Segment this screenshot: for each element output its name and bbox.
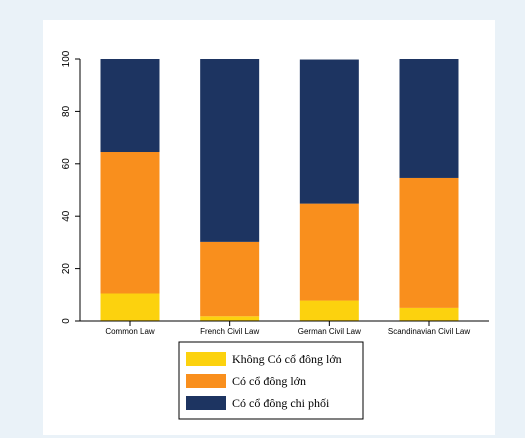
bar-segment-2-1 bbox=[100, 152, 160, 294]
bar-segment-2-3 bbox=[299, 203, 359, 301]
bar-segment-2-4 bbox=[399, 177, 459, 308]
y-tick-label: 80 bbox=[61, 105, 72, 117]
legend: Không Có cổ đông lớn Có cổ đông lớn Có cổ … bbox=[178, 341, 364, 420]
bar-segment-1-3 bbox=[299, 300, 359, 321]
x-axis: Common Law French Civil Law German Civil L… bbox=[80, 320, 489, 336]
x-tick-label: French Civil Law bbox=[200, 327, 259, 336]
legend-label-1: Không Có cổ đông lớn bbox=[232, 352, 342, 366]
bar-segment-1-4 bbox=[399, 307, 459, 321]
x-tick-label: Scandinavian Civil Law bbox=[388, 327, 470, 336]
legend-swatch-3 bbox=[186, 396, 226, 410]
bar-segment-2-2 bbox=[200, 241, 260, 317]
stacked-bar-chart: 0 20 40 60 80 100 Common Law French Civil Law G… bbox=[61, 50, 489, 420]
x-tick-label: Common Law bbox=[105, 327, 155, 336]
bar-segment-3-2 bbox=[200, 59, 260, 242]
x-tick-label: German Civil Law bbox=[298, 327, 361, 336]
y-tick-label: 20 bbox=[61, 263, 72, 275]
y-tick-label: 40 bbox=[61, 210, 72, 222]
y-tick-label: 0 bbox=[61, 318, 72, 324]
legend-swatch-1 bbox=[186, 352, 226, 366]
legend-label-3: Có cổ đông chi phối bbox=[232, 396, 330, 410]
bar-segment-1-2 bbox=[200, 316, 260, 321]
bar-segment-3-1 bbox=[100, 59, 160, 153]
bar-segment-3-3 bbox=[299, 59, 359, 204]
y-tick-label: 100 bbox=[61, 50, 72, 67]
y-tick-label: 60 bbox=[61, 158, 72, 170]
bars-group bbox=[100, 59, 459, 321]
bar-segment-1-1 bbox=[100, 293, 160, 321]
chart-frame: 0 20 40 60 80 100 Common Law French Civil Law G… bbox=[43, 20, 495, 435]
legend-label-2: Có cổ đông lớn bbox=[232, 374, 306, 388]
legend-swatch-2 bbox=[186, 374, 226, 388]
bar-segment-3-4 bbox=[399, 59, 459, 178]
y-axis: 0 20 40 60 80 100 bbox=[61, 50, 81, 324]
